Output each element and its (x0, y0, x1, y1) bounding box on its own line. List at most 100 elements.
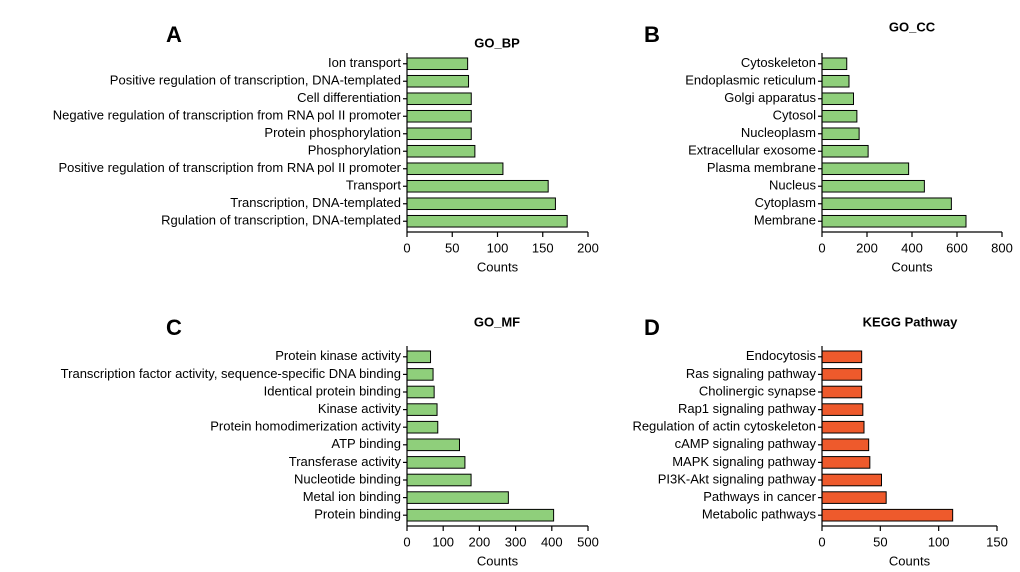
category-label-a-2: Cell differentiation (297, 90, 401, 105)
x-tick-label-d-0: 0 (818, 534, 825, 549)
bar-d-6 (821, 456, 871, 469)
category-label-a-9: Rgulation of transcription, DNA-template… (161, 213, 401, 228)
bar-a-2 (406, 92, 472, 106)
x-tick-label-d-1: 50 (873, 534, 887, 549)
bar-c-2 (406, 385, 435, 399)
bar-b-5 (821, 144, 869, 158)
category-label-d-8: Pathways in cancer (703, 489, 816, 504)
x-tick-label-c-2: 200 (469, 534, 491, 549)
bar-c-5 (406, 438, 460, 452)
category-label-a-6: Positive regulation of transcription fro… (59, 160, 402, 175)
chart-title-a: GO_BP (474, 35, 520, 50)
category-label-b-9: Membrane (754, 213, 816, 228)
x-tick-label-b-0: 0 (818, 240, 825, 255)
x-tick-label-a-1: 50 (445, 240, 459, 255)
bar-a-7 (406, 179, 549, 193)
bar-a-6 (406, 162, 504, 176)
bar-b-2 (821, 92, 854, 106)
bar-d-1 (821, 368, 863, 381)
x-tick-label-c-3: 300 (505, 534, 527, 549)
bar-a-9 (406, 214, 568, 228)
category-label-d-2: Cholinergic synapse (699, 383, 816, 398)
category-label-c-6: Transferase activity (289, 454, 402, 469)
chart-title-c: GO_MF (474, 314, 520, 329)
bar-c-1 (406, 368, 434, 381)
x-tick-label-a-2: 100 (487, 240, 509, 255)
category-label-d-4: Regulation of actin cytoskeleton (632, 419, 816, 434)
category-label-d-6: MAPK signaling pathway (672, 454, 816, 469)
bar-c-0 (406, 350, 432, 364)
category-label-d-9: Metabolic pathways (702, 507, 817, 522)
category-label-d-1: Ras signaling pathway (686, 366, 817, 381)
category-label-c-7: Nucleotide binding (294, 471, 401, 486)
bar-d-7 (821, 473, 882, 487)
bar-c-3 (406, 403, 438, 416)
category-label-d-0: Endocytosis (746, 348, 817, 363)
category-label-a-8: Transcription, DNA-templated (230, 195, 401, 210)
bar-d-2 (821, 385, 863, 399)
category-label-b-0: Cytoskeleton (741, 55, 816, 70)
category-label-d-5: cAMP signaling pathway (675, 436, 817, 451)
bar-b-4 (821, 127, 860, 141)
category-label-c-3: Kinase activity (318, 401, 402, 416)
bar-d-9 (821, 508, 954, 522)
bar-c-7 (406, 473, 472, 487)
category-label-b-6: Plasma membrane (707, 160, 816, 175)
category-label-c-8: Metal ion binding (303, 489, 401, 504)
bar-c-6 (406, 456, 466, 469)
x-tick-label-b-2: 400 (901, 240, 923, 255)
category-label-a-1: Positive regulation of transcription, DN… (110, 73, 401, 88)
panel-letter-d: D (644, 315, 660, 340)
category-label-b-8: Cytoplasm (755, 195, 816, 210)
x-tick-label-d-3: 150 (986, 534, 1008, 549)
category-label-d-3: Rap1 signaling pathway (678, 401, 817, 416)
bar-a-3 (406, 109, 472, 123)
chart-title-b: GO_CC (889, 19, 936, 34)
x-tick-label-d-2: 100 (928, 534, 950, 549)
bar-b-6 (821, 162, 910, 176)
panel-letter-b: B (644, 22, 660, 47)
category-label-d-7: PI3K-Akt signaling pathway (658, 471, 817, 486)
bar-c-8 (406, 491, 509, 504)
category-label-b-5: Extracellular exosome (688, 143, 816, 158)
category-label-a-0: Ion transport (328, 55, 401, 70)
bar-c-9 (406, 508, 555, 522)
chart-title-d: KEGG Pathway (863, 314, 958, 329)
bar-d-5 (821, 438, 870, 452)
category-label-b-7: Nucleus (769, 178, 816, 193)
bar-d-0 (821, 350, 863, 364)
category-label-c-4: Protein homodimerization activity (210, 419, 401, 434)
category-label-b-4: Nucleoplasm (741, 125, 816, 140)
bar-b-1 (821, 74, 850, 88)
bar-d-3 (821, 403, 864, 416)
bar-a-5 (406, 144, 476, 158)
x-tick-label-c-5: 500 (577, 534, 599, 549)
panel-letter-c: C (166, 315, 182, 340)
category-label-a-7: Transport (346, 178, 402, 193)
category-label-b-1: Endoplasmic reticulum (685, 73, 816, 88)
category-label-a-4: Protein phosphorylation (264, 125, 401, 140)
category-label-c-2: Identical protein binding (264, 383, 401, 398)
x-axis-label-a: Counts (477, 259, 519, 274)
category-label-a-5: Phosphorylation (308, 143, 401, 158)
bar-b-9 (821, 214, 967, 228)
x-tick-label-a-3: 150 (532, 240, 554, 255)
category-label-b-3: Cytosol (773, 108, 816, 123)
bar-b-0 (821, 57, 848, 71)
bar-a-4 (406, 127, 472, 141)
panel-letter-a: A (166, 22, 182, 47)
x-tick-label-b-1: 200 (856, 240, 878, 255)
bar-b-8 (821, 197, 952, 211)
x-tick-label-a-4: 200 (577, 240, 599, 255)
x-axis-label-c: Counts (477, 553, 519, 568)
bar-b-7 (821, 179, 925, 193)
category-label-c-5: ATP binding (331, 436, 401, 451)
category-label-c-9: Protein binding (314, 507, 401, 522)
bar-c-4 (406, 420, 439, 434)
category-label-a-3: Negative regulation of transcription fro… (53, 108, 402, 123)
x-tick-label-c-0: 0 (403, 534, 410, 549)
category-label-b-2: Golgi apparatus (724, 90, 816, 105)
x-axis-label-d: Counts (889, 553, 931, 568)
category-label-c-0: Protein kinase activity (275, 348, 401, 363)
